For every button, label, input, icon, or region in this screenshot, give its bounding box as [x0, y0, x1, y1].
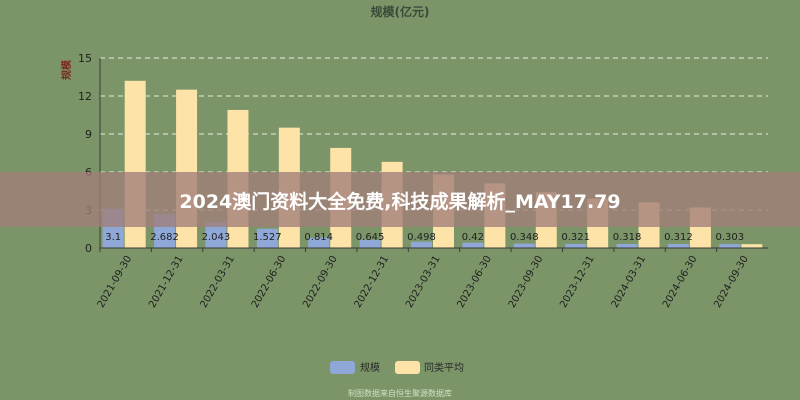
- x-tick-label-9: 2023-12-31: [558, 254, 597, 310]
- banner-band: [0, 172, 800, 227]
- bar-scale-4: [308, 237, 330, 248]
- footer-source: 制图数据来自恒生聚源数据库: [348, 388, 452, 398]
- y-tick-label-3: 9: [85, 128, 92, 141]
- bar-scale-12: [719, 244, 741, 248]
- x-tick-label-5: 2022-12-31: [353, 254, 392, 310]
- data-label-12: 0.303: [715, 232, 744, 243]
- data-label-4: 0.814: [304, 232, 333, 243]
- x-tick-label-3: 2022-06-30: [250, 254, 289, 310]
- x-tick-label-8: 2023-09-30: [507, 254, 546, 310]
- legend: 规模 同类平均: [330, 361, 464, 374]
- y-tick-label-5: 15: [78, 52, 92, 65]
- data-label-5: 0.645: [356, 232, 385, 243]
- data-label-2: 2.043: [202, 232, 231, 243]
- data-label-10: 0.318: [613, 232, 642, 243]
- x-tick-labels: 2021-09-30 2021-12-31 2022-03-31 2022-06-30…: [96, 254, 751, 310]
- data-label-6: 0.498: [407, 232, 436, 243]
- x-tick-label-6: 2023-03-31: [404, 254, 443, 310]
- bar-scale-9: [565, 243, 587, 248]
- data-label-9: 0.321: [561, 232, 590, 243]
- y-axis-label: 规模: [60, 59, 73, 80]
- legend-label-avg: 同类平均: [424, 361, 464, 374]
- bar-avg-12: [741, 244, 763, 248]
- x-tick-label-1: 2021-12-31: [147, 254, 186, 310]
- x-tick-label-0: 2021-09-30: [96, 254, 135, 310]
- banner-text: 2024澳门资料大全免费,科技成果解析_MAY17.79: [179, 190, 620, 213]
- data-labels: 3.1 2.682 2.043 1.527 0.814 0.645 0.498 0.42 0.3…: [105, 232, 744, 243]
- bar-scale-2: [205, 222, 227, 248]
- data-label-11: 0.312: [664, 232, 693, 243]
- data-label-0: 3.1: [105, 232, 121, 243]
- data-label-8: 0.348: [510, 232, 539, 243]
- chart-title: 规模(亿元): [371, 4, 430, 19]
- bar-scale-5: [359, 239, 381, 248]
- x-tick-label-2: 2022-03-31: [198, 254, 237, 310]
- x-tick-label-12: 2024-09-30: [712, 254, 751, 310]
- legend-swatch-avg: [395, 361, 420, 374]
- data-label-3: 1.527: [253, 232, 282, 243]
- bar-scale-8: [513, 243, 535, 248]
- bar-scale-6: [411, 241, 432, 248]
- x-tick-label-7: 2023-06-30: [455, 254, 494, 310]
- bar-scale-10: [616, 243, 638, 248]
- bar-scale-11: [667, 244, 689, 248]
- bar-scale-3: [256, 228, 278, 248]
- y-tick-label-0: 0: [85, 242, 92, 255]
- legend-label-scale: 规模: [360, 361, 380, 374]
- data-label-1: 2.682: [150, 232, 179, 243]
- x-tick-label-10: 2024-03-31: [610, 254, 649, 310]
- legend-swatch-scale: [330, 361, 355, 374]
- x-tick-label-4: 2022-09-30: [301, 254, 340, 310]
- data-label-7: 0.42: [462, 232, 484, 243]
- x-tick-label-11: 2024-06-30: [661, 254, 700, 310]
- y-tick-label-4: 12: [78, 90, 92, 103]
- bar-scale-7: [462, 242, 484, 248]
